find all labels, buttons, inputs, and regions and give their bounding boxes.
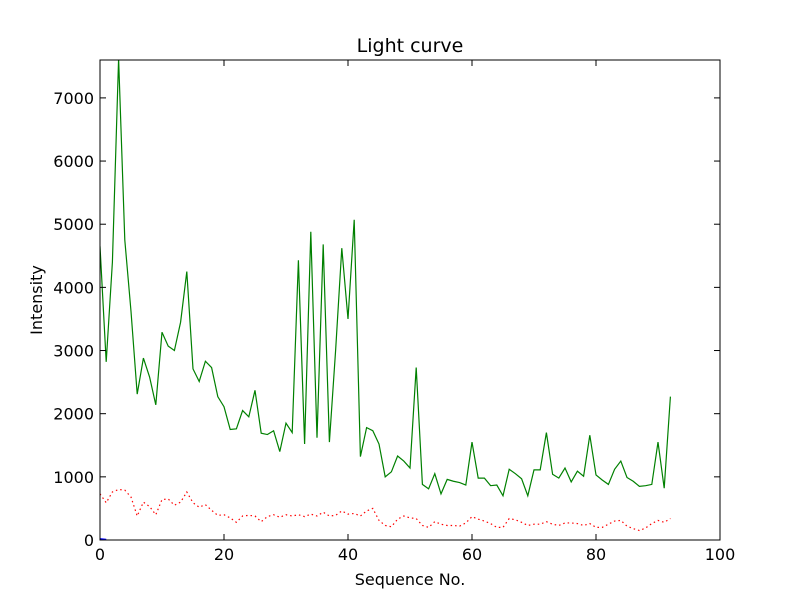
x-tick-label: 0 (95, 545, 105, 564)
plot-frame (99, 59, 721, 541)
x-tick-label: 60 (462, 545, 482, 564)
y-tick-label: 6000 (53, 152, 94, 171)
y-tick-label: 4000 (53, 278, 94, 297)
y-tick-label: 0 (84, 531, 94, 550)
y-tick-label: 5000 (53, 215, 94, 234)
ticks-layer: 0 20 40 60 80 1000100020003000400050006000700… (53, 60, 735, 564)
chart-title: Light curve (357, 35, 464, 57)
series-line-2 (100, 488, 671, 532)
x-tick-label: 20 (214, 545, 234, 564)
x-tick-label: 80 (586, 545, 606, 564)
y-axis-label: Intensity (27, 265, 46, 335)
y-tick-label: 2000 (53, 405, 94, 424)
x-tick-label: 100 (705, 545, 736, 564)
y-tick-label: 1000 (53, 468, 94, 487)
x-tick-label: 40 (338, 545, 358, 564)
x-axis-label: Sequence No. (355, 570, 466, 589)
y-tick-label: 3000 (53, 342, 94, 361)
series-line-1 (100, 60, 671, 498)
series-layer (100, 60, 671, 540)
y-tick-label: 7000 (53, 89, 94, 108)
